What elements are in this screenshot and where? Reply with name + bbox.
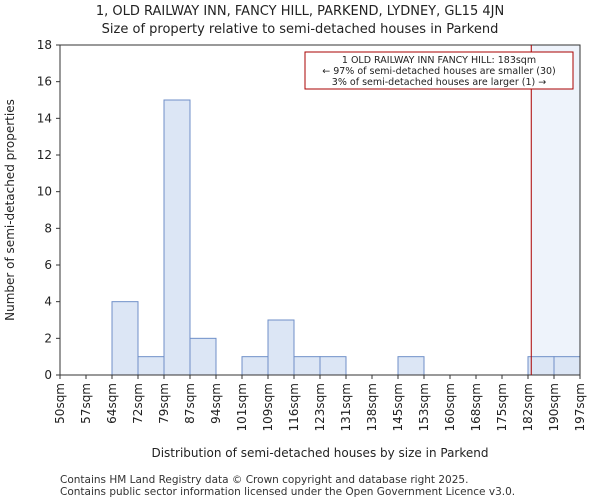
x-tick-label-50sqm: 50sqm bbox=[53, 383, 67, 424]
x-tick-label-123sqm: 123sqm bbox=[313, 383, 327, 431]
y-tick-label-16: 16 bbox=[37, 75, 52, 89]
annotation-line-3: 3% of semi-detached houses are larger (1… bbox=[332, 77, 546, 88]
x-tick-label-64sqm: 64sqm bbox=[105, 383, 119, 424]
bar-101sqm bbox=[241, 356, 269, 376]
x-tick-label-131sqm: 131sqm bbox=[339, 383, 353, 431]
bar-72sqm bbox=[137, 356, 165, 376]
chart-subtitle: Size of property relative to semi-detach… bbox=[101, 22, 499, 37]
x-tick-label-145sqm: 145sqm bbox=[391, 383, 405, 431]
footer-licence: Contains public sector information licen… bbox=[60, 486, 516, 498]
x-tick-label-138sqm: 138sqm bbox=[365, 383, 379, 431]
y-tick-label-0: 0 bbox=[44, 368, 52, 382]
bar-190sqm bbox=[553, 356, 581, 376]
y-tick-label-14: 14 bbox=[37, 111, 52, 125]
bar-116sqm bbox=[293, 356, 321, 376]
y-tick-label-12: 12 bbox=[37, 148, 52, 162]
x-tick-label-153sqm: 153sqm bbox=[417, 383, 431, 431]
y-tick-label-8: 8 bbox=[44, 221, 52, 235]
x-tick-label-116sqm: 116sqm bbox=[287, 383, 301, 431]
y-tick-label-6: 6 bbox=[44, 258, 52, 272]
bar-182sqm bbox=[527, 356, 555, 376]
x-tick-label-168sqm: 168sqm bbox=[469, 383, 483, 431]
chart-title: 1, OLD RAILWAY INN, FANCY HILL, PARKEND,… bbox=[95, 4, 505, 19]
y-tick-label-18: 18 bbox=[37, 38, 52, 52]
annotation-line-2: ← 97% of semi-detached houses are smalle… bbox=[322, 66, 556, 77]
x-tick-label-101sqm: 101sqm bbox=[235, 383, 249, 431]
x-axis-title: Distribution of semi-detached houses by … bbox=[151, 446, 488, 460]
x-tick-label-182sqm: 182sqm bbox=[521, 383, 535, 431]
annotation-box bbox=[304, 51, 574, 90]
x-tick-label-94sqm: 94sqm bbox=[209, 383, 223, 424]
bar-87sqm bbox=[189, 337, 217, 376]
x-tick-label-72sqm: 72sqm bbox=[131, 383, 145, 424]
bar-145sqm bbox=[397, 356, 425, 376]
x-tick-label-57sqm: 57sqm bbox=[79, 383, 93, 424]
x-tick-label-175sqm: 175sqm bbox=[495, 383, 509, 431]
x-tick-label-190sqm: 190sqm bbox=[547, 383, 561, 431]
x-tick-label-160sqm: 160sqm bbox=[443, 383, 457, 431]
footer-copyright: Contains HM Land Registry data © Crown c… bbox=[60, 474, 469, 486]
x-tick-label-87sqm: 87sqm bbox=[183, 383, 197, 424]
x-tick-label-197sqm: 197sqm bbox=[573, 383, 587, 431]
y-axis-title: Number of semi-detached properties bbox=[3, 99, 17, 321]
bar-123sqm bbox=[319, 356, 347, 376]
bar-64sqm bbox=[111, 301, 139, 376]
x-tick-label-109sqm: 109sqm bbox=[261, 383, 275, 431]
x-tick-label-79sqm: 79sqm bbox=[157, 383, 171, 424]
bar-109sqm bbox=[267, 319, 295, 376]
annotation-line-1: 1 OLD RAILWAY INN FANCY HILL: 183sqm bbox=[342, 55, 536, 66]
bar-79sqm bbox=[163, 99, 191, 376]
y-tick-label-2: 2 bbox=[44, 331, 52, 345]
y-tick-label-10: 10 bbox=[37, 185, 52, 199]
y-tick-label-4: 4 bbox=[44, 295, 52, 309]
highlight-region bbox=[531, 45, 580, 375]
